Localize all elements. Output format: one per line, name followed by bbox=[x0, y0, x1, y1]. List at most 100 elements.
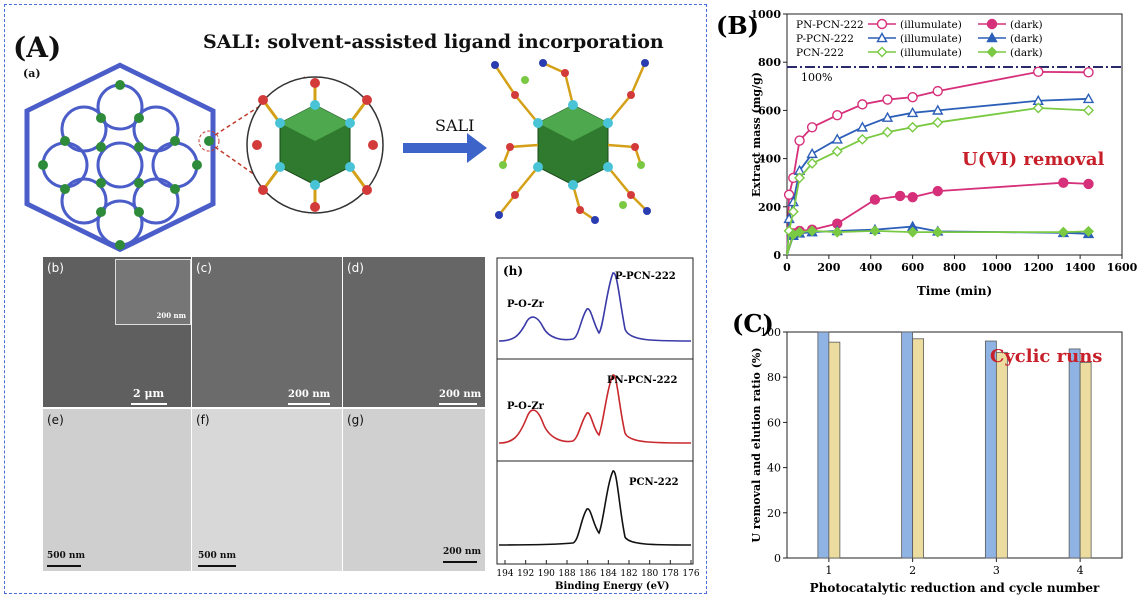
legend-dark-label: (dark) bbox=[1010, 47, 1043, 59]
xps-tick-label: 194 bbox=[496, 569, 513, 579]
data-point bbox=[806, 147, 818, 159]
series-5 bbox=[786, 225, 1094, 256]
data-point bbox=[932, 104, 944, 115]
y-tick-label: 20 bbox=[767, 507, 781, 520]
bar bbox=[1079, 362, 1092, 559]
scale-bar bbox=[443, 561, 477, 563]
xps-tick-label: 180 bbox=[641, 569, 658, 579]
scale-label: 500 nm bbox=[198, 551, 236, 561]
image-tag: (e) bbox=[47, 413, 64, 427]
y-axis-label: U removal and elution ratio (%) bbox=[750, 347, 763, 542]
data-point bbox=[882, 126, 893, 138]
data-point bbox=[1083, 225, 1094, 237]
image-tag: (c) bbox=[196, 261, 212, 275]
data-point bbox=[794, 226, 806, 238]
panel-c-chart: (C) 0 20 40 60 80 100 1 2 3 4 Photocatalytic reduct… bbox=[732, 309, 1123, 595]
data-point bbox=[869, 225, 881, 237]
legend-series-name: P-PCN-222 bbox=[796, 33, 854, 45]
xps-tick-label: 188 bbox=[558, 569, 575, 579]
image-tag: (g) bbox=[347, 413, 364, 427]
legend-row: PN-PCN-222 (illumulate) (dark) bbox=[796, 18, 1043, 31]
xps-label-pn-pcn: PN-PCN-222 bbox=[607, 375, 677, 386]
series-3 bbox=[786, 220, 1095, 256]
data-point bbox=[831, 133, 843, 144]
data-point bbox=[806, 122, 818, 133]
scale-bar bbox=[47, 565, 81, 567]
bar bbox=[995, 351, 1008, 559]
scale-bar bbox=[439, 403, 477, 405]
scale-label: 200 nm bbox=[443, 547, 481, 557]
data-point bbox=[869, 194, 881, 205]
mof-structure-diagram: SALI bbox=[24, 59, 651, 253]
data-point bbox=[806, 225, 818, 237]
xps-tick-label: 190 bbox=[538, 569, 555, 579]
chart-annotation: Cyclic runs bbox=[990, 346, 1102, 367]
data-point bbox=[1057, 226, 1069, 238]
data-point bbox=[832, 110, 843, 121]
data-point bbox=[882, 94, 893, 105]
data-point bbox=[986, 46, 998, 58]
xps-label-p-pcn: P-PCN-222 bbox=[615, 271, 676, 282]
legend-illum-label: (illumulate) bbox=[900, 33, 962, 45]
panel-c-label: (C) bbox=[732, 309, 774, 338]
data-point bbox=[1033, 66, 1044, 78]
data-point bbox=[856, 121, 869, 132]
xps-label-pcn: PCN-222 bbox=[629, 477, 679, 488]
panel-a-title: SALI: solvent-assisted ligand incorporat… bbox=[203, 31, 664, 53]
data-point bbox=[876, 32, 888, 43]
panel-a-label: (A) bbox=[13, 31, 62, 64]
x-tick-label: 800 bbox=[943, 261, 966, 274]
y-tick-label: 80 bbox=[767, 371, 781, 384]
legend-dark-label: (dark) bbox=[1010, 19, 1043, 31]
y-tick-label: 40 bbox=[767, 462, 781, 475]
data-point bbox=[881, 111, 894, 122]
x-tick-label: 400 bbox=[859, 261, 882, 274]
panel-a: (A) SALI: solvent-assisted ligand incorp… bbox=[4, 4, 707, 594]
y-tick-label: 0 bbox=[773, 249, 781, 262]
zoom-line-top bbox=[214, 76, 306, 136]
xps-spectra: (h) P-PCN-222 P-O-Zr PN-PCN-222 P-O-Zr P… bbox=[496, 257, 700, 592]
y-axis-label: Extract mass (mg/g) bbox=[750, 72, 763, 197]
scale-label: 500 nm bbox=[47, 551, 85, 561]
x-tick-label: 1600 bbox=[1107, 261, 1137, 274]
plot-area bbox=[786, 331, 1123, 559]
bar bbox=[912, 338, 925, 559]
xps-annotation-p-pcn: P-O-Zr bbox=[507, 299, 545, 310]
chart-annotation: U(VI) removal bbox=[962, 149, 1104, 170]
xps-x-axis-label: Binding Energy (eV) bbox=[555, 581, 669, 592]
x-tick-label: 1000 bbox=[981, 261, 1012, 274]
xps-trace-p-pcn bbox=[498, 272, 692, 342]
tem-image-e: (e) 500 nm bbox=[43, 409, 191, 571]
data-point bbox=[876, 18, 888, 30]
bar bbox=[901, 331, 914, 559]
data-point bbox=[1083, 104, 1094, 116]
series-1 bbox=[786, 177, 1094, 256]
data-point bbox=[857, 99, 868, 110]
data-point bbox=[907, 191, 918, 203]
data-point bbox=[1058, 177, 1069, 188]
legend-dark-label: (dark) bbox=[1010, 33, 1043, 45]
reference-line-label: 100% bbox=[801, 71, 832, 84]
image-tag: (d) bbox=[347, 261, 364, 275]
sem-image-c: (c) 200 nm bbox=[192, 257, 342, 407]
data-point bbox=[806, 157, 818, 169]
data-point bbox=[906, 106, 919, 118]
x-tick-label: 1 bbox=[825, 564, 832, 577]
data-point bbox=[907, 91, 918, 103]
xps-tick-label: 184 bbox=[600, 569, 617, 579]
scale-bar bbox=[198, 565, 236, 567]
data-point bbox=[932, 185, 943, 197]
legend-row: PCN-222 (illumulate) (dark) bbox=[796, 46, 1043, 59]
x-tick-label: 3 bbox=[993, 564, 1000, 577]
y-tick-label: 0 bbox=[774, 552, 781, 565]
legend-row: P-PCN-222 (illumulate) (dark) bbox=[796, 32, 1043, 45]
data-point bbox=[907, 121, 919, 133]
xps-trace-pcn bbox=[498, 470, 692, 546]
series-2 bbox=[783, 92, 1095, 256]
sali-arrow bbox=[403, 133, 487, 163]
data-point bbox=[932, 116, 944, 128]
xps-tick-label: 178 bbox=[662, 569, 679, 579]
x-tick-label: 0 bbox=[783, 261, 791, 274]
xps-annotation-pn-pcn: P-O-Zr bbox=[507, 401, 545, 412]
data-point bbox=[831, 145, 843, 157]
